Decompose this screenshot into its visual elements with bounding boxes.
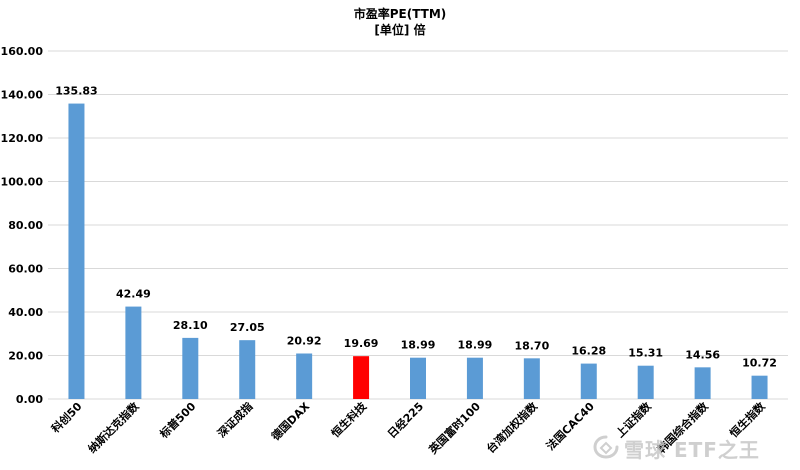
grid-lines [48, 50, 788, 400]
data-label: 42.49 [116, 288, 151, 301]
bar [239, 340, 256, 399]
x-tick-label: 纳斯达克指数 [85, 399, 142, 456]
x-tick-label: 标普500 [156, 399, 199, 442]
watermark: 雪球 ETF之王 [592, 432, 797, 462]
watermark-text: 雪球 ETF之王 [624, 438, 760, 462]
data-label: 28.10 [173, 319, 208, 332]
data-labels: 135.83 42.49 28.10 27.05 20.92 19.69 18.99 18.9… [55, 85, 777, 370]
bars [68, 103, 768, 399]
data-label: 18.99 [401, 339, 436, 352]
bar [182, 337, 199, 399]
y-tick-label: 0.00 [16, 393, 43, 406]
y-tick-label: 120.00 [1, 132, 44, 145]
bar [523, 358, 540, 399]
x-tick-label: 科创50 [48, 399, 85, 436]
x-tick-label: 英国富时100 [425, 399, 483, 457]
bar [410, 357, 426, 399]
bar [125, 306, 142, 399]
bar [694, 367, 711, 399]
bar [637, 365, 654, 399]
data-label: 18.99 [458, 339, 493, 352]
y-tick-label: 80.00 [8, 219, 43, 232]
data-label: 14.56 [685, 348, 720, 361]
x-tick-label: 日经225 [384, 399, 426, 441]
x-tick-label: 德国DAX [268, 399, 313, 444]
y-tick-label: 140.00 [1, 89, 44, 102]
x-tick-label: 台湾加权指数 [483, 399, 540, 456]
y-tick-label: 100.00 [1, 176, 44, 189]
data-label: 19.69 [344, 337, 379, 350]
bar [751, 375, 768, 399]
data-label: 20.92 [287, 334, 322, 347]
y-tick-label: 40.00 [8, 306, 43, 319]
data-label: 18.70 [514, 339, 549, 352]
chart-subtitle: [单位] 倍 [374, 23, 426, 37]
data-label: 135.83 [55, 85, 97, 98]
data-label: 10.72 [742, 357, 777, 370]
y-tick-label: 60.00 [8, 263, 43, 276]
y-tick-label: 160.00 [1, 45, 44, 58]
x-tick-label: 恒生科技 [328, 399, 370, 441]
x-tick-label: 深证成指 [214, 399, 255, 440]
data-label: 15.31 [628, 347, 663, 360]
data-label: 27.05 [230, 321, 265, 334]
snowball-logo-icon [593, 435, 619, 459]
y-axis-tick-labels: 0.00 20.00 40.00 60.00 80.00 100.00 120.00 140.… [1, 45, 44, 406]
y-tick-label: 20.00 [8, 350, 43, 363]
bar [68, 103, 85, 399]
bar [466, 357, 483, 399]
bar [580, 363, 597, 399]
chart-title: 市盈率PE(TTM) [353, 7, 447, 21]
bar [296, 353, 313, 399]
data-label: 16.28 [571, 345, 606, 358]
x-tick-label: 法国CAC40 [543, 399, 597, 453]
bar [353, 356, 370, 399]
